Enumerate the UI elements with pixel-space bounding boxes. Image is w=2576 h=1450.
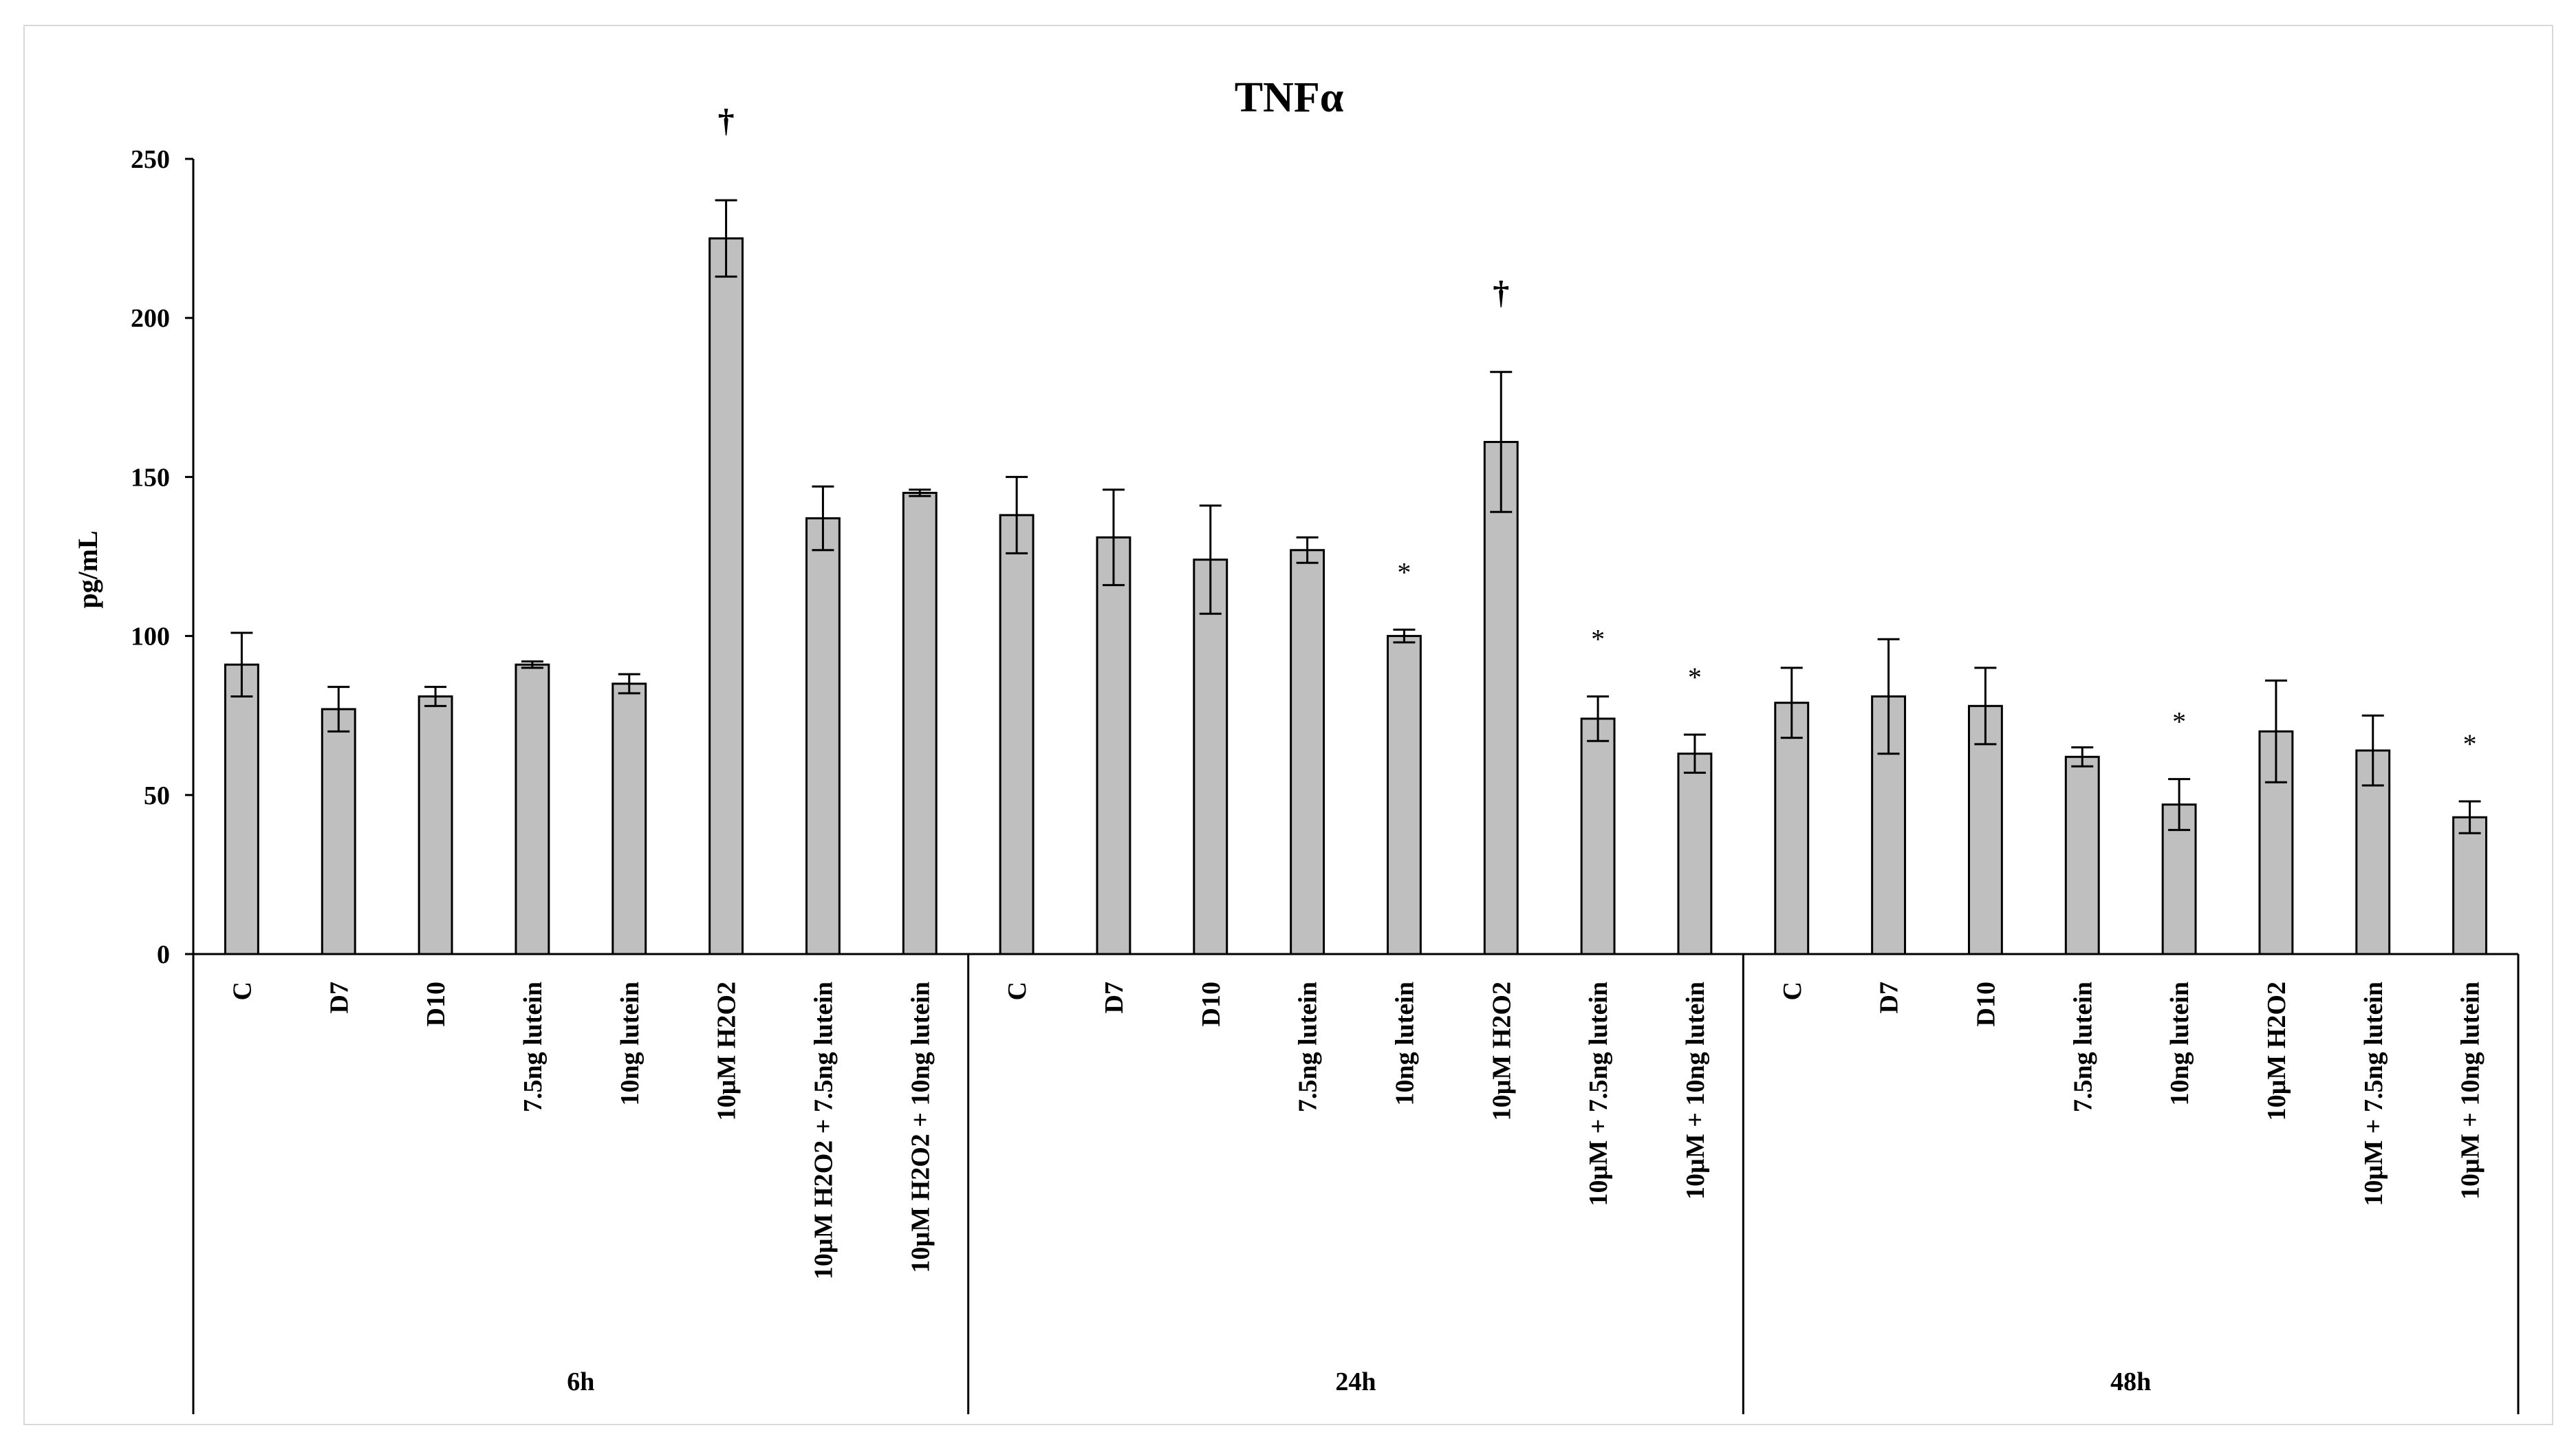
category-label: D10 [1197,982,1226,1026]
significance-asterisk: * [1397,556,1411,587]
plot-area: 0 50 100 150 200 250 C D7 D10 7.5ng lutein 10ng lu… [131,102,2520,1414]
bar [1967,704,2003,955]
category-label: 7.5ng lutein [2068,982,2097,1112]
bar [224,663,259,955]
category-label: 10ng lutein [1390,982,1419,1106]
category-label: D7 [325,982,354,1013]
bar [515,663,550,955]
bar [418,695,453,955]
category-label: 10ng lutein [2165,982,2194,1106]
category-label: D10 [1971,982,2000,1026]
category-label: 10µM H2O2 [2262,982,2291,1121]
bar [999,514,1035,955]
category-label: D10 [422,982,451,1026]
y-tick-label: 150 [131,463,170,492]
y-tick-label: 200 [131,304,170,333]
category-label: 10µM H2O2 [1487,982,1516,1121]
bar [1774,702,1810,955]
y-tick-label: 100 [131,623,170,651]
bar [708,237,744,955]
category-label: D7 [1875,982,1904,1013]
bar [611,682,647,955]
group-label: 6h [567,1367,594,1396]
category-label: D7 [1100,982,1129,1013]
significance-asterisk: * [1591,623,1605,654]
category-label: 10µM + 7.5ng lutein [2359,982,2388,1206]
y-tick-label: 50 [144,781,170,810]
bar [1193,559,1229,955]
category-label: C [1778,982,1807,1000]
category-label: C [228,982,257,1000]
tnf-alpha-bar-chart: TNFα pg/mL 0 50 100 150 200 250 C D7 D10 7.5ng lu… [72,74,2520,1414]
y-tick-label: 0 [157,940,170,969]
category-label: 10µM + 10ng lutein [1681,982,1710,1200]
y-tick-label: 250 [131,145,170,174]
bar [321,708,356,955]
chart-title: TNFα [1235,74,1344,121]
category-label: 10ng lutein [616,982,645,1106]
category-label: 7.5ng lutein [519,982,548,1112]
significance-dagger: † [718,102,735,139]
significance-dagger: † [1493,274,1509,311]
bar [902,492,938,955]
bar [805,517,841,955]
bar [1386,635,1422,955]
bar [1677,753,1713,955]
chart-frame: TNFα pg/mL 0 50 100 150 200 250 C D7 D10 7.5ng lu… [23,25,2553,1425]
bar [1096,536,1132,955]
category-label: 7.5ng lutein [1294,982,1323,1112]
significance-asterisk: * [2463,728,2477,759]
category-label: 10µM H2O2 + 7.5ng lutein [809,982,838,1279]
category-label: 10µM H2O2 + 10ng lutein [906,982,935,1273]
significance-asterisk: * [1688,662,1702,693]
category-label: 10µM + 7.5ng lutein [1584,982,1613,1206]
y-axis-label: pg/mL [72,530,103,608]
group-label: 48h [2110,1367,2151,1396]
category-label: C [1003,982,1032,1000]
bar [1290,549,1325,955]
bar [2064,755,2100,955]
significance-asterisk: * [2172,706,2186,737]
group-label: 24h [1335,1367,1376,1396]
category-label: 10µM H2O2 [713,982,742,1121]
bar [1483,441,1519,955]
bar [1580,717,1616,955]
category-label: 10µM + 10ng lutein [2456,982,2485,1200]
bar [2452,816,2488,955]
